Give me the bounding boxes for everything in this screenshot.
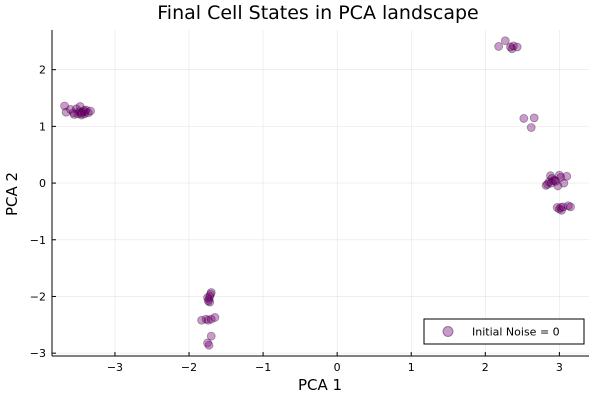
data-point bbox=[205, 292, 215, 301]
data-point bbox=[526, 123, 536, 132]
legend-box bbox=[423, 318, 585, 345]
data-point bbox=[563, 201, 573, 211]
data-point bbox=[80, 109, 89, 119]
data-point bbox=[566, 202, 575, 212]
x-tick-label: −2 bbox=[181, 361, 197, 374]
data-point bbox=[541, 180, 551, 190]
y-tick-label: −1 bbox=[30, 234, 46, 247]
data-point bbox=[77, 107, 87, 117]
data-point bbox=[554, 204, 564, 214]
data-point bbox=[556, 203, 566, 212]
y-axis-ticks: −3 −2 −1 0 1 2 bbox=[30, 64, 56, 360]
data-point bbox=[546, 171, 555, 181]
data-point bbox=[558, 202, 568, 212]
data-point bbox=[86, 106, 95, 116]
legend: Initial Noise = 0 bbox=[423, 318, 585, 345]
grid bbox=[52, 30, 589, 356]
x-tick-label: 3 bbox=[556, 361, 563, 374]
x-tick-label: −3 bbox=[107, 361, 123, 374]
data-point bbox=[69, 108, 78, 118]
data-points bbox=[60, 36, 575, 350]
data-point bbox=[544, 177, 554, 187]
data-point bbox=[562, 171, 572, 181]
y-tick-label: 0 bbox=[39, 177, 46, 190]
data-point bbox=[204, 340, 214, 350]
data-point bbox=[494, 42, 504, 51]
data-point bbox=[507, 44, 517, 54]
data-point bbox=[76, 108, 86, 118]
legend-marker bbox=[442, 326, 454, 337]
data-point bbox=[500, 36, 510, 46]
legend-label: Initial Noise = 0 bbox=[472, 326, 560, 339]
data-point bbox=[79, 106, 89, 115]
data-point bbox=[73, 109, 83, 119]
data-point bbox=[559, 178, 569, 188]
data-point bbox=[506, 42, 515, 52]
data-point bbox=[203, 338, 212, 348]
data-point bbox=[549, 176, 558, 186]
x-tick-label: −1 bbox=[255, 361, 271, 374]
data-point bbox=[69, 110, 79, 119]
data-point bbox=[557, 205, 566, 215]
data-point bbox=[205, 297, 215, 307]
data-point bbox=[203, 293, 212, 303]
y-tick-label: −2 bbox=[30, 290, 46, 303]
data-point bbox=[81, 105, 91, 115]
y-tick-label: −3 bbox=[30, 347, 46, 360]
data-point bbox=[546, 178, 556, 188]
data-point bbox=[551, 176, 561, 186]
x-tick-label: 0 bbox=[334, 361, 341, 374]
data-point bbox=[519, 114, 529, 123]
data-point bbox=[547, 174, 557, 183]
y-tick-label: 1 bbox=[39, 120, 46, 133]
data-point bbox=[203, 315, 213, 325]
data-point bbox=[75, 102, 85, 111]
data-point bbox=[201, 314, 211, 324]
data-point bbox=[556, 173, 566, 182]
data-point bbox=[72, 104, 81, 114]
plot-frame bbox=[51, 30, 589, 357]
data-point bbox=[75, 107, 84, 117]
data-point bbox=[77, 110, 87, 120]
chart-title: Final Cell States in PCA landscape bbox=[157, 2, 479, 24]
x-axis-ticks: −3 −2 −1 0 1 2 3 bbox=[107, 352, 563, 374]
data-point bbox=[83, 108, 93, 118]
data-point bbox=[206, 288, 216, 297]
data-point bbox=[210, 313, 220, 322]
data-point bbox=[554, 170, 564, 180]
data-point bbox=[512, 42, 522, 52]
data-point bbox=[60, 101, 69, 111]
x-tick-label: 2 bbox=[482, 361, 489, 374]
data-point bbox=[204, 294, 214, 304]
data-point bbox=[66, 104, 75, 114]
data-point bbox=[206, 331, 216, 341]
data-point bbox=[552, 203, 562, 212]
data-point bbox=[80, 107, 90, 117]
data-point bbox=[206, 314, 216, 324]
data-point bbox=[550, 175, 560, 185]
data-point bbox=[206, 289, 215, 299]
x-axis-label: PCA 1 bbox=[298, 376, 342, 394]
x-tick-label: 1 bbox=[408, 361, 415, 374]
data-point bbox=[197, 315, 207, 325]
y-axis-label: PCA 2 bbox=[3, 172, 21, 216]
y-tick-label: 2 bbox=[39, 64, 46, 77]
data-point bbox=[61, 107, 71, 117]
data-point bbox=[509, 41, 518, 51]
data-point bbox=[529, 113, 539, 123]
data-point bbox=[553, 181, 563, 191]
data-point bbox=[543, 179, 552, 189]
data-point bbox=[203, 296, 213, 306]
